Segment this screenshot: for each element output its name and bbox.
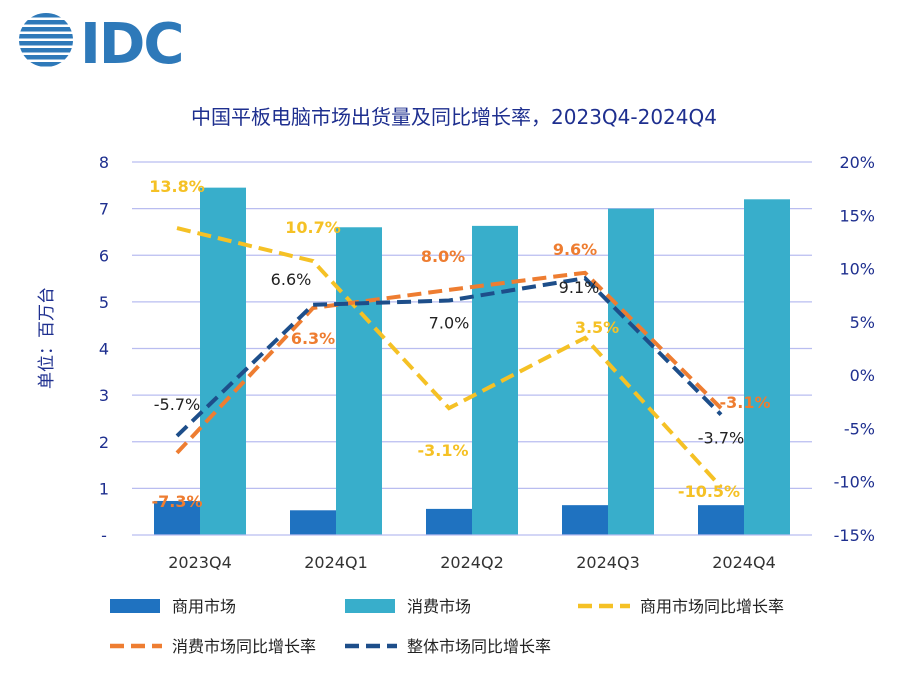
x-tick-label: 2024Q4 — [712, 553, 776, 572]
logo-text: IDC — [80, 12, 182, 77]
idc-logo: IDC — [19, 12, 184, 77]
globe-stripe — [19, 62, 73, 67]
y-right-tick-label: 20% — [839, 153, 875, 172]
data-label: -5.7% — [154, 395, 200, 414]
y-right-tick-label: -5% — [844, 419, 875, 438]
y-left-tick-label: 6 — [99, 246, 109, 265]
y-left-tick-label: - — [101, 526, 107, 545]
x-tick-label: 2023Q4 — [168, 553, 232, 572]
data-label: -3.1% — [417, 441, 468, 460]
data-label: -3.1% — [719, 393, 770, 412]
globe-stripe — [19, 41, 73, 46]
y-right-tick-label: 5% — [850, 313, 875, 332]
legend-label: 消费市场 — [407, 597, 471, 616]
line-series — [175, 226, 723, 489]
bar-consumer — [744, 199, 790, 536]
data-label: 13.8% — [149, 177, 205, 196]
y-right-tick-label: 0% — [850, 366, 875, 385]
y-right-tick-label: 10% — [839, 260, 875, 279]
bar-commercial — [562, 505, 608, 535]
bar-commercial — [426, 508, 472, 535]
data-label: -3.7% — [698, 429, 744, 448]
bar-consumer — [472, 225, 518, 535]
data-label: 10.7% — [285, 218, 341, 237]
y-left-tick-label: 4 — [99, 340, 109, 359]
globe-stripe — [19, 27, 73, 32]
data-label: -10.5% — [678, 482, 740, 501]
data-label: -7.3% — [151, 492, 202, 511]
legend-label: 商用市场同比增长率 — [640, 597, 784, 616]
chart-title: 中国平板电脑市场出货量及同比增长率，2023Q4-2024Q4 — [191, 105, 717, 129]
data-label: 6.3% — [291, 329, 335, 348]
data-label: 8.0% — [421, 247, 465, 266]
globe-stripe — [19, 55, 73, 60]
globe-stripe — [19, 20, 73, 25]
bar-consumer — [608, 208, 654, 535]
legend-label: 整体市场同比增长率 — [407, 637, 551, 656]
series-line — [176, 226, 723, 489]
x-tick-label: 2024Q2 — [440, 553, 504, 572]
y-left-tick-label: 1 — [99, 479, 109, 498]
data-label: 9.6% — [553, 240, 597, 259]
globe-stripe — [19, 13, 73, 18]
bar-consumer — [200, 187, 246, 536]
series-line — [175, 276, 723, 438]
bar-commercial — [290, 510, 336, 535]
legend-label: 消费市场同比增长率 — [172, 637, 316, 656]
bars — [154, 187, 790, 536]
x-tick-label: 2024Q3 — [576, 553, 640, 572]
y-right-tick-label: -15% — [834, 526, 875, 545]
legend-swatch — [345, 599, 395, 613]
data-label: 7.0% — [429, 314, 470, 333]
globe-stripe — [19, 34, 73, 39]
data-label: 3.5% — [575, 318, 619, 337]
y-right-tick-label: -10% — [834, 473, 875, 492]
y-right-tick-label: 15% — [839, 206, 875, 225]
x-tick-label: 2024Q1 — [304, 553, 368, 572]
y-left-tick-label: 2 — [99, 433, 109, 452]
bar-commercial — [154, 500, 200, 535]
y-left-tick-label: 3 — [99, 386, 109, 405]
data-label: 6.6% — [271, 270, 312, 289]
globe-stripe — [19, 48, 73, 53]
bar-commercial — [698, 505, 744, 535]
axes: - 1 2 3 4 5 6 7 8 -15% -10% -5% 0% 5% 10% 15% 20% 2023Q4 2… — [99, 153, 875, 572]
data-labels: 13.8% 10.7% -3.1% 3.5% -10.5% -7.3% 6.3% 8.0% 9.… — [149, 177, 770, 511]
y-left-tick-label: 8 — [99, 153, 109, 172]
legend-label: 商用市场 — [172, 597, 236, 616]
bar-consumer — [336, 227, 382, 535]
series-line — [175, 270, 723, 455]
globe-icon — [19, 13, 73, 67]
y-left-tick-label: 5 — [99, 293, 109, 312]
y-left-tick-label: 7 — [99, 200, 109, 219]
y-axis-label: 单位：百万台 — [37, 287, 57, 389]
legend-swatch — [110, 599, 160, 613]
data-label: 9.1% — [559, 278, 600, 297]
